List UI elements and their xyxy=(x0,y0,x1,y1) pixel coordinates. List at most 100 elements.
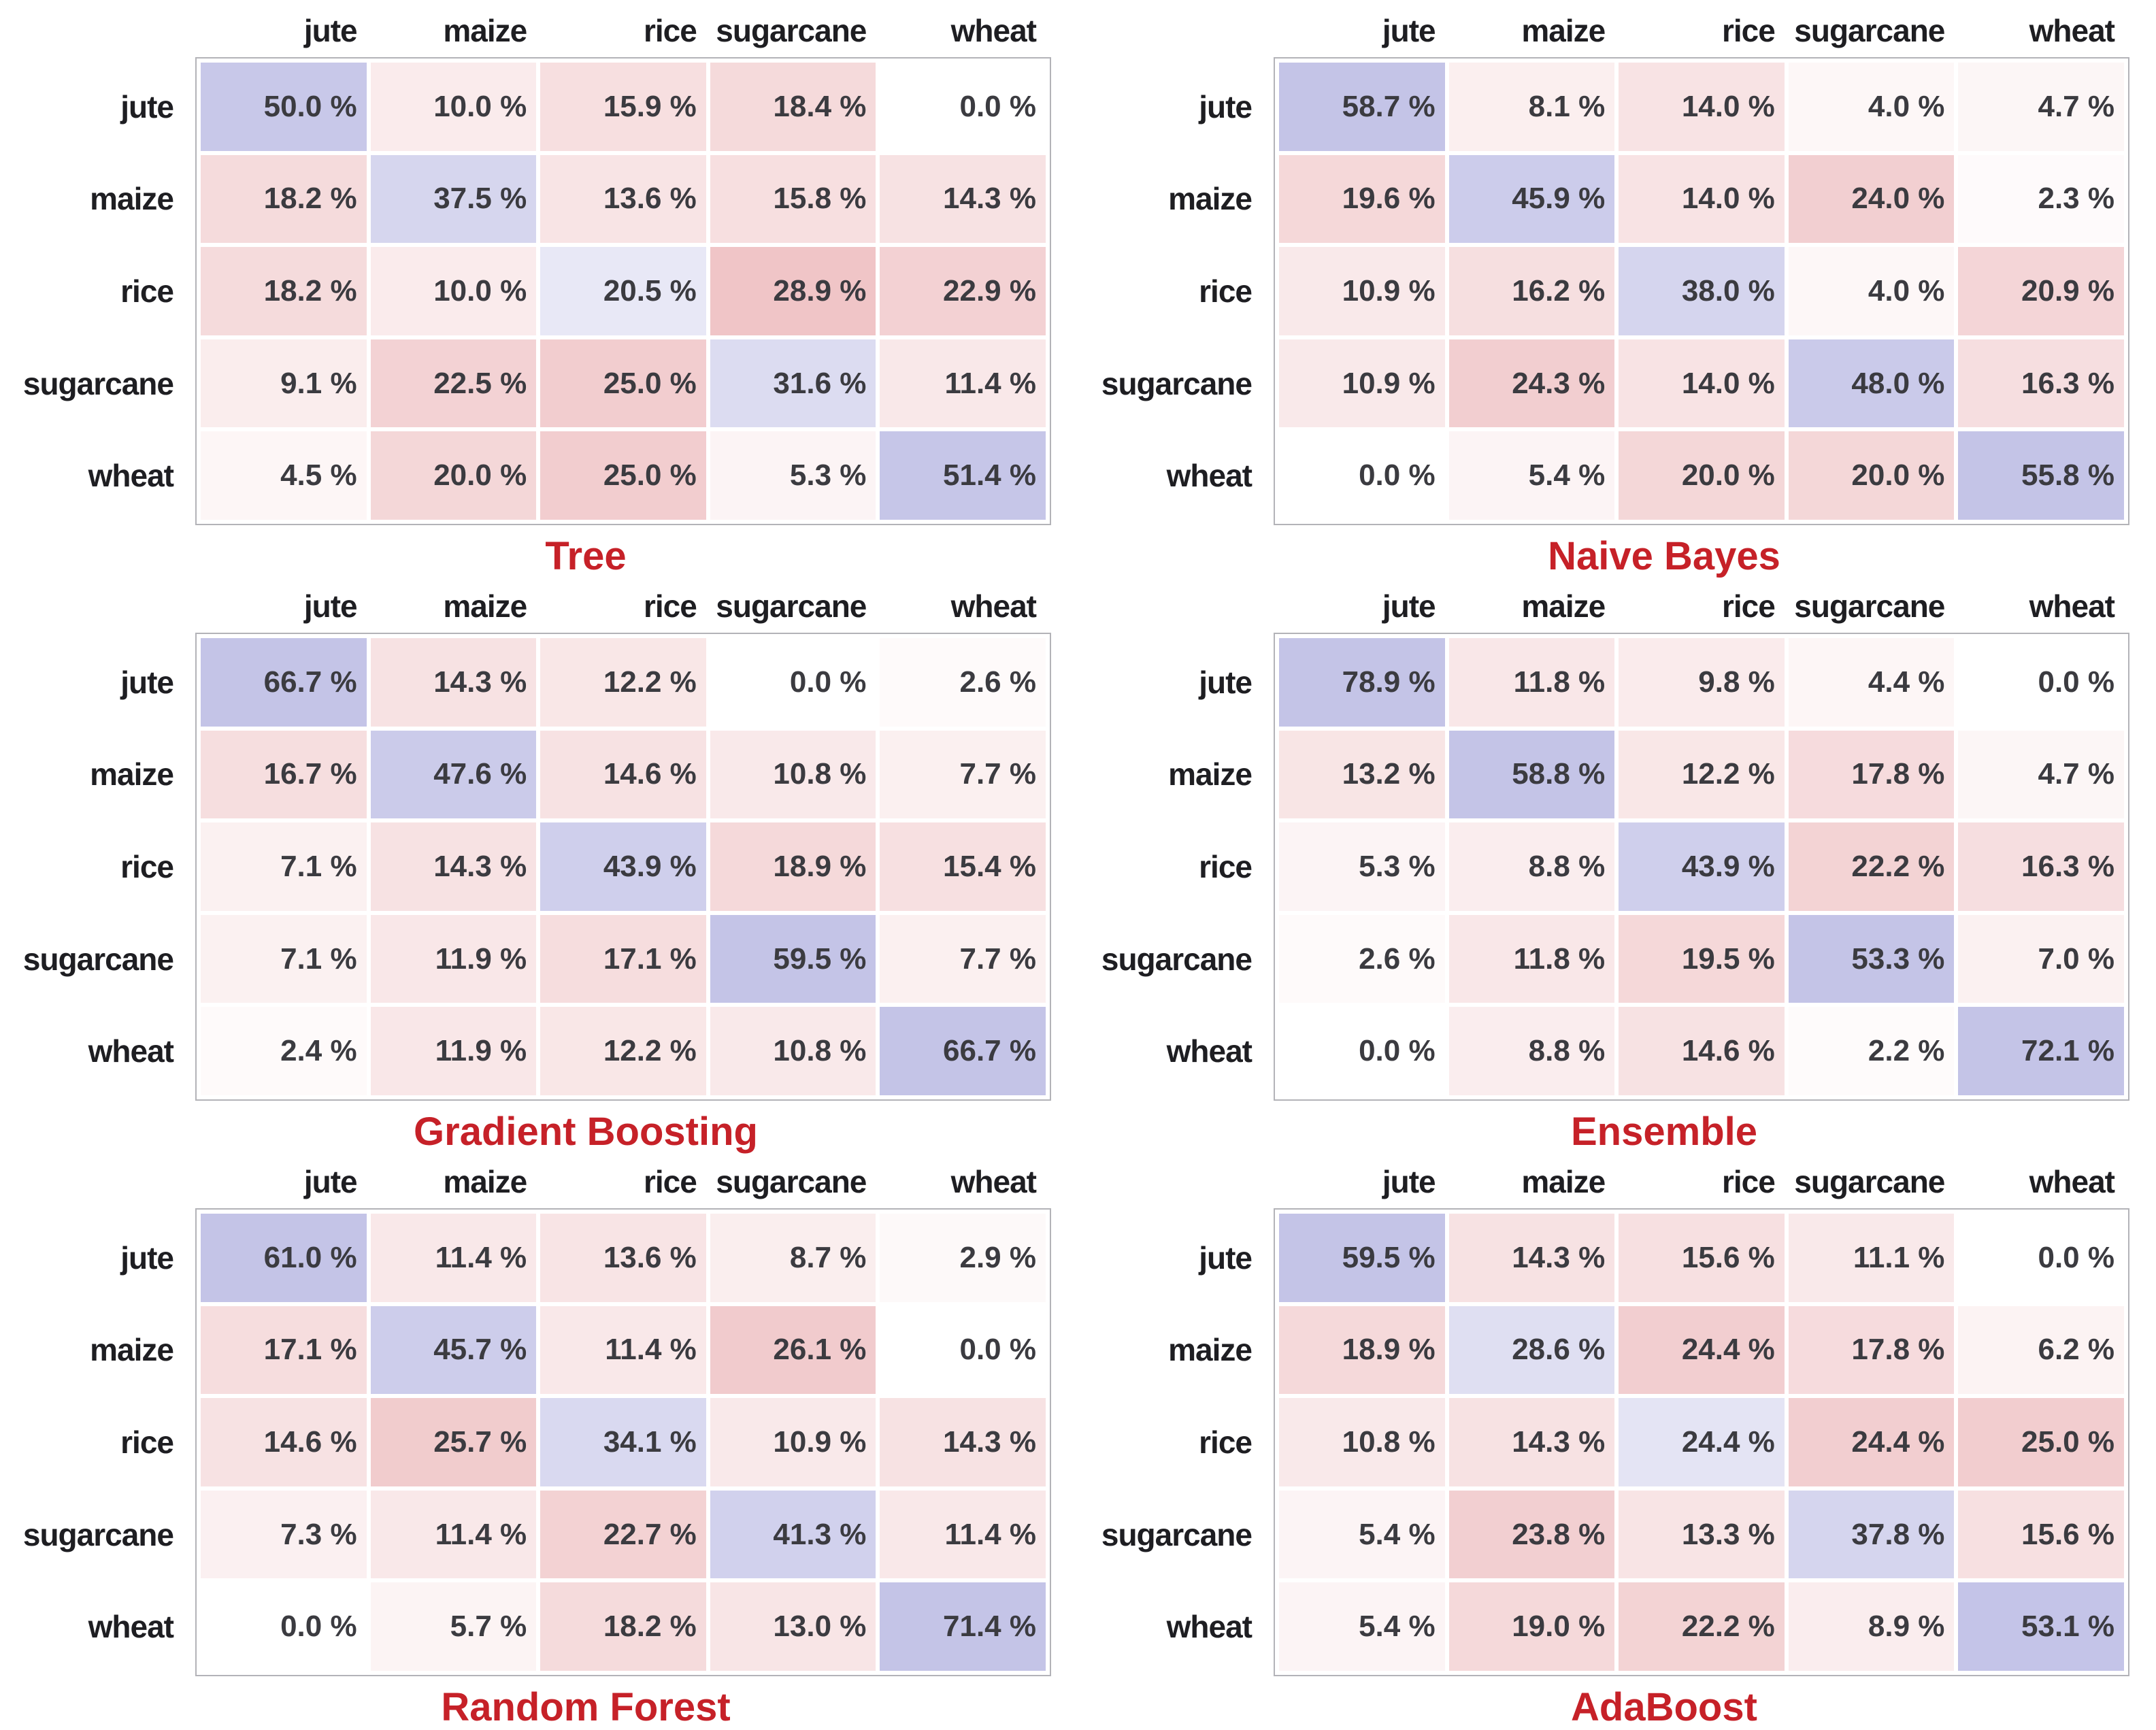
matrix-cell-jute-sugarcane: 4.0 % xyxy=(1788,63,1955,151)
column-header-sugarcane: sugarcane xyxy=(1794,13,1945,48)
matrix-cell-jute-maize: 14.3 % xyxy=(370,638,537,727)
column-header-wheat: wheat xyxy=(950,1164,1037,1199)
matrix-cell-rice-wheat: 15.4 % xyxy=(880,822,1046,911)
matrix-cell-wheat-maize: 8.8 % xyxy=(1448,1007,1615,1095)
matrix-cell-jute-jute: 61.0 % xyxy=(201,1214,367,1302)
matrix-cell-wheat-jute: 2.4 % xyxy=(201,1007,367,1095)
confusion-matrix-panel-random-forest: jute maize rice sugarcane wheat jute maize ric… xyxy=(0,1152,1078,1729)
row-label-sugarcane: sugarcane xyxy=(22,365,174,401)
matrix-cell-wheat-sugarcane: 20.0 % xyxy=(1788,431,1955,520)
row-label-wheat: wheat xyxy=(88,458,174,494)
matrix-cell-maize-sugarcane: 10.8 % xyxy=(710,730,876,819)
matrix-cell-rice-sugarcane: 4.0 % xyxy=(1788,247,1955,335)
matrix-cell-sugarcane-jute: 9.1 % xyxy=(201,339,367,428)
row-label-jute: jute xyxy=(120,664,174,700)
matrix-cell-maize-maize: 58.8 % xyxy=(1448,730,1615,819)
matrix-cell-rice-rice: 43.9 % xyxy=(540,822,706,911)
row-label-rice: rice xyxy=(1199,273,1253,309)
matrix-cell-jute-wheat: 4.7 % xyxy=(1958,63,2124,151)
matrix-cell-maize-wheat: 6.2 % xyxy=(1958,1305,2124,1395)
predicted-class-headers: jute maize rice sugarcane wheat xyxy=(1274,577,2129,633)
model-title: Ensemble xyxy=(1571,1110,1757,1154)
matrix-cell-rice-maize: 14.3 % xyxy=(370,822,537,911)
model-title: Random Forest xyxy=(441,1685,731,1729)
matrix-cell-sugarcane-rice: 19.5 % xyxy=(1619,914,1785,1003)
matrix-cell-sugarcane-sugarcane: 53.3 % xyxy=(1788,914,1955,1003)
row-label-rice: rice xyxy=(1199,848,1253,884)
matrix-cell-maize-rice: 24.4 % xyxy=(1619,1305,1785,1395)
matrix-cell-maize-maize: 47.6 % xyxy=(370,730,537,819)
actual-class-labels: jute maize rice sugarcane wheat xyxy=(0,633,195,1101)
matrix-cell-wheat-wheat: 55.8 % xyxy=(1958,431,2124,520)
matrix-cell-wheat-sugarcane: 13.0 % xyxy=(710,1582,876,1671)
matrix-cell-sugarcane-maize: 11.4 % xyxy=(370,1490,537,1579)
column-header-wheat: wheat xyxy=(2029,13,2115,48)
matrix-cell-sugarcane-maize: 11.8 % xyxy=(1448,914,1615,1003)
matrix-cell-wheat-sugarcane: 2.2 % xyxy=(1788,1007,1955,1095)
matrix-cell-jute-jute: 66.7 % xyxy=(201,638,367,727)
column-header-sugarcane: sugarcane xyxy=(1794,588,1945,624)
matrix-cell-jute-jute: 58.7 % xyxy=(1279,63,1445,151)
matrix-cell-maize-jute: 19.6 % xyxy=(1279,154,1445,244)
column-header-maize: maize xyxy=(443,1164,527,1199)
row-label-rice: rice xyxy=(120,848,174,884)
predicted-class-headers: jute maize rice sugarcane wheat xyxy=(195,1,1051,57)
matrix-cell-maize-jute: 18.9 % xyxy=(1279,1305,1445,1395)
matrix-cell-jute-rice: 15.6 % xyxy=(1619,1214,1785,1302)
matrix-cell-rice-jute: 5.3 % xyxy=(1279,822,1445,911)
matrix-cell-sugarcane-wheat: 16.3 % xyxy=(1958,339,2124,428)
matrix-cell-wheat-maize: 20.0 % xyxy=(370,431,537,520)
confusion-matrix-panel-naive-bayes: jute maize rice sugarcane wheat jute maize ric… xyxy=(1078,1,2156,578)
confusion-matrix-panel-ensemble: jute maize rice sugarcane wheat jute maize ric… xyxy=(1078,577,2156,1154)
column-header-jute: jute xyxy=(303,1164,358,1199)
matrix-cell-rice-rice: 38.0 % xyxy=(1619,247,1785,335)
matrix-cell-sugarcane-sugarcane: 37.8 % xyxy=(1788,1490,1955,1579)
matrix-cell-rice-rice: 34.1 % xyxy=(540,1398,706,1486)
matrix-cell-sugarcane-jute: 5.4 % xyxy=(1279,1490,1445,1579)
matrix-cell-jute-wheat: 0.0 % xyxy=(880,63,1046,151)
matrix-cell-sugarcane-wheat: 11.4 % xyxy=(880,1490,1046,1579)
row-label-sugarcane: sugarcane xyxy=(22,941,174,977)
matrix-cell-maize-rice: 11.4 % xyxy=(540,1305,706,1395)
row-label-rice: rice xyxy=(1199,1424,1253,1460)
column-header-jute: jute xyxy=(303,13,358,48)
matrix-cell-rice-wheat: 14.3 % xyxy=(880,1398,1046,1486)
matrix-cell-jute-jute: 50.0 % xyxy=(201,63,367,151)
confusion-matrix-grid: 66.7 % 14.3 % 12.2 % 0.0 % 2.6 % 16.7 % 47.6 %… xyxy=(195,633,1051,1101)
matrix-cell-maize-wheat: 14.3 % xyxy=(880,154,1046,244)
matrix-cell-rice-jute: 18.2 % xyxy=(201,247,367,335)
column-header-jute: jute xyxy=(303,588,358,624)
matrix-cell-maize-jute: 18.2 % xyxy=(201,154,367,244)
matrix-cell-rice-rice: 43.9 % xyxy=(1619,822,1785,911)
matrix-cell-maize-sugarcane: 24.0 % xyxy=(1788,154,1955,244)
panel-corner-spacer xyxy=(1078,1152,1274,1208)
matrix-cell-rice-sugarcane: 28.9 % xyxy=(710,247,876,335)
matrix-cell-maize-rice: 14.0 % xyxy=(1619,154,1785,244)
row-label-maize: maize xyxy=(90,181,174,217)
matrix-cell-sugarcane-maize: 23.8 % xyxy=(1448,1490,1615,1579)
column-header-rice: rice xyxy=(643,13,697,48)
matrix-cell-sugarcane-rice: 22.7 % xyxy=(540,1490,706,1579)
matrix-cell-maize-wheat: 2.3 % xyxy=(1958,154,2124,244)
row-label-sugarcane: sugarcane xyxy=(1101,1516,1253,1552)
predicted-class-headers: jute maize rice sugarcane wheat xyxy=(195,577,1051,633)
confusion-matrix-grid: 59.5 % 14.3 % 15.6 % 11.1 % 0.0 % 18.9 % 28.6 … xyxy=(1274,1208,2129,1676)
column-header-wheat: wheat xyxy=(950,13,1037,48)
panel-corner-spacer xyxy=(1078,1,1274,57)
matrix-cell-sugarcane-wheat: 7.0 % xyxy=(1958,914,2124,1003)
matrix-cell-wheat-sugarcane: 5.3 % xyxy=(710,431,876,520)
matrix-cell-jute-sugarcane: 4.4 % xyxy=(1788,638,1955,727)
matrix-cell-maize-maize: 37.5 % xyxy=(370,154,537,244)
matrix-cell-maize-sugarcane: 15.8 % xyxy=(710,154,876,244)
matrix-cell-jute-maize: 11.8 % xyxy=(1448,638,1615,727)
column-header-wheat: wheat xyxy=(2029,588,2115,624)
predicted-class-headers: jute maize rice sugarcane wheat xyxy=(195,1152,1051,1208)
matrix-cell-sugarcane-jute: 10.9 % xyxy=(1279,339,1445,428)
matrix-cell-sugarcane-maize: 11.9 % xyxy=(370,914,537,1003)
model-title: Naive Bayes xyxy=(1548,534,1780,578)
matrix-cell-wheat-maize: 11.9 % xyxy=(370,1007,537,1095)
panel-corner-spacer xyxy=(0,577,195,633)
matrix-cell-jute-jute: 59.5 % xyxy=(1279,1214,1445,1302)
column-header-maize: maize xyxy=(1521,588,1606,624)
matrix-cell-wheat-sugarcane: 10.8 % xyxy=(710,1007,876,1095)
